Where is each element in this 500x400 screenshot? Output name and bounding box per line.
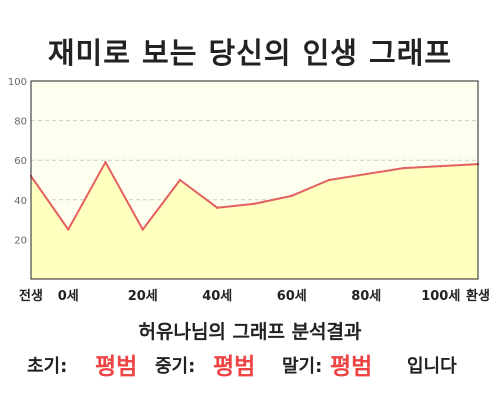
x-tick-label-0: 전생	[19, 288, 43, 304]
x-tick-label-4: 60세	[277, 289, 307, 304]
x-tick-label-3: 40세	[202, 289, 232, 304]
x-tick-label-1: 0세	[58, 289, 79, 304]
mid-label: 중기:	[155, 356, 196, 377]
result-line: 초기: 평범 중기: 평범 말기: 평범 입니다	[0, 344, 500, 384]
data-point-1	[67, 228, 70, 231]
y-tick-label-60: 60	[14, 156, 27, 167]
late-value: 평범	[330, 354, 373, 380]
mid-value: 평범	[213, 354, 256, 380]
early-value: 평범	[95, 354, 138, 380]
y-tick-label-80: 80	[14, 117, 27, 128]
data-point-8	[327, 178, 331, 182]
early-label: 초기:	[27, 356, 68, 377]
plot-frame	[30, 80, 479, 280]
data-point-10	[402, 166, 405, 170]
life-graph-chart: 20 40 60 80 100 전생 0세 20세 40세 60세 80세 100세 환생	[8, 77, 490, 304]
data-point-11	[439, 164, 442, 168]
result-suffix: 입니다	[407, 356, 457, 377]
y-tick-label-100: 100	[8, 77, 27, 88]
y-tick-label-40: 40	[14, 196, 27, 207]
data-point-5	[216, 206, 219, 209]
data-point-7	[290, 194, 293, 198]
analysis-summary: 허유나님의 그래프 분석결과	[138, 321, 362, 343]
x-tick-label-7: 환생	[466, 288, 490, 304]
x-tick-label-2: 20세	[128, 289, 158, 304]
x-tick-label-5: 80세	[351, 289, 381, 304]
data-point-2	[104, 160, 107, 164]
late-label: 말기:	[282, 356, 323, 377]
data-point-9	[365, 172, 368, 176]
x-tick-label-6: 100세	[421, 289, 460, 304]
data-point-4	[178, 178, 182, 182]
y-tick-label-20: 20	[14, 235, 27, 246]
data-point-3	[141, 228, 144, 231]
chart-title: 재미로 보는 당신의 인생 그래프	[47, 36, 453, 70]
data-point-6	[253, 202, 256, 205]
area-fill	[31, 162, 478, 279]
